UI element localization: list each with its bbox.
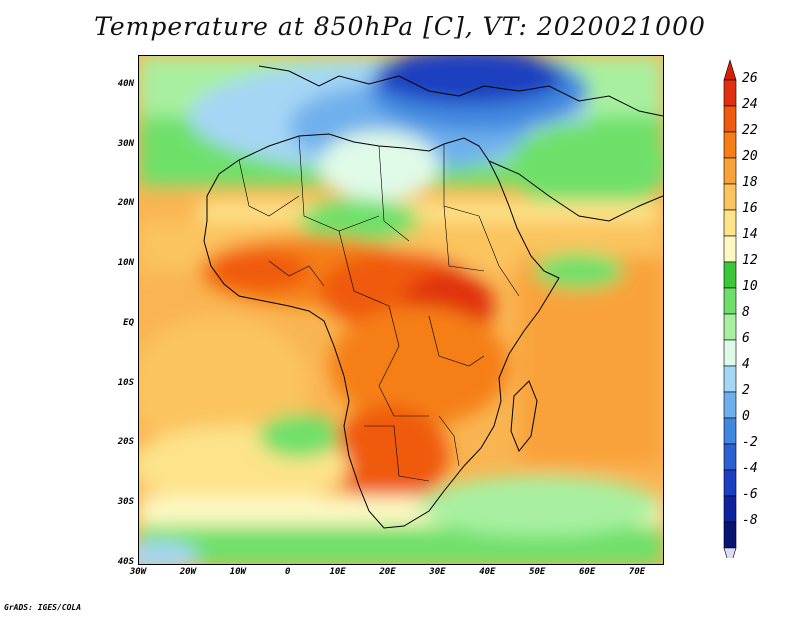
colorbar-swatch — [723, 131, 737, 159]
temperature-map — [139, 56, 663, 564]
colorbar-swatch — [723, 105, 737, 133]
colorbar-level-label: -6 — [742, 487, 758, 502]
lat-tick-label: 40N — [117, 78, 134, 89]
lon-tick-label: 10E — [329, 567, 346, 577]
colorbar-level-label: 4 — [742, 357, 750, 372]
lon-tick-label: 50E — [529, 567, 546, 577]
colorbar-swatch — [723, 313, 737, 341]
lat-tick-label: EQ — [123, 317, 134, 328]
colorbar-swatch — [723, 183, 737, 211]
colorbar-level-label: 24 — [742, 97, 758, 112]
colorbar-level-label: 18 — [742, 175, 758, 190]
lon-tick-label: 60E — [579, 567, 596, 577]
chart-title: Temperature at 850hPa [C], VT: 202002100… — [94, 12, 706, 41]
colorbar-level-label: 2 — [742, 383, 750, 398]
lat-tick-label: 20N — [117, 198, 134, 209]
lat-tick-label: 40S — [117, 557, 134, 567]
colorbar-swatch — [723, 339, 737, 367]
lat-tick-label: 30S — [117, 497, 134, 508]
colorbar-level-label: 6 — [742, 331, 750, 346]
colorbar-swatch — [723, 469, 737, 497]
colorbar-level-label: 14 — [742, 227, 758, 242]
colorbar-top-arrow — [723, 58, 737, 81]
colorbar-swatch — [723, 157, 737, 185]
colorbar-bottom-arrow — [723, 547, 737, 558]
colorbar-level-label: 10 — [742, 279, 758, 294]
lon-tick-label: 20E — [379, 567, 396, 577]
colorbar — [723, 58, 737, 558]
colorbar-level-label: 20 — [742, 149, 758, 164]
madagascar-outline — [510, 380, 538, 452]
colorbar-swatch — [723, 261, 737, 289]
colorbar-swatch — [723, 495, 737, 523]
colorbar-swatch — [723, 391, 737, 419]
colorbar-swatch — [723, 287, 737, 315]
lat-tick-label: 20S — [117, 437, 134, 448]
lat-tick-label: 30N — [117, 138, 134, 149]
colorbar-swatch — [723, 521, 737, 549]
lat-tick-label: 10S — [117, 377, 134, 388]
lat-tick-label: 10N — [117, 258, 134, 269]
colorbar-swatch — [723, 79, 737, 107]
lon-tick-label: 30W — [129, 567, 147, 577]
lon-tick-label: 0 — [284, 567, 291, 577]
lon-tick-label: 10W — [229, 567, 246, 577]
colorbar-swatch — [723, 209, 737, 237]
map-plot-area[interactable] — [138, 55, 664, 565]
lon-tick-label: 70E — [628, 567, 646, 577]
coastlines — [203, 65, 663, 529]
colorbar-level-label: 0 — [742, 409, 750, 424]
colorbar-level-label: 12 — [742, 253, 758, 268]
colorbar-level-label: -2 — [742, 435, 758, 450]
colorbar-level-label: 22 — [742, 123, 758, 138]
colorbar-level-label: 26 — [742, 71, 758, 86]
colorbar-level-label: -4 — [742, 461, 758, 476]
colorbar-level-label: 8 — [742, 305, 750, 320]
country-borders — [238, 135, 520, 482]
colorbar-swatch — [723, 235, 737, 263]
lon-tick-label: 20W — [179, 567, 197, 577]
grads-credit: GrADS: IGES/COLA — [4, 603, 82, 612]
temperature-field — [139, 56, 663, 564]
colorbar-level-label: -8 — [742, 513, 758, 528]
colorbar-swatch — [723, 417, 737, 445]
lon-tick-label: 40E — [479, 567, 496, 577]
colorbar-level-label: 16 — [742, 201, 758, 216]
lon-tick-label: 30E — [429, 567, 446, 577]
colorbar-swatch — [723, 365, 737, 393]
colorbar-swatch — [723, 443, 737, 471]
